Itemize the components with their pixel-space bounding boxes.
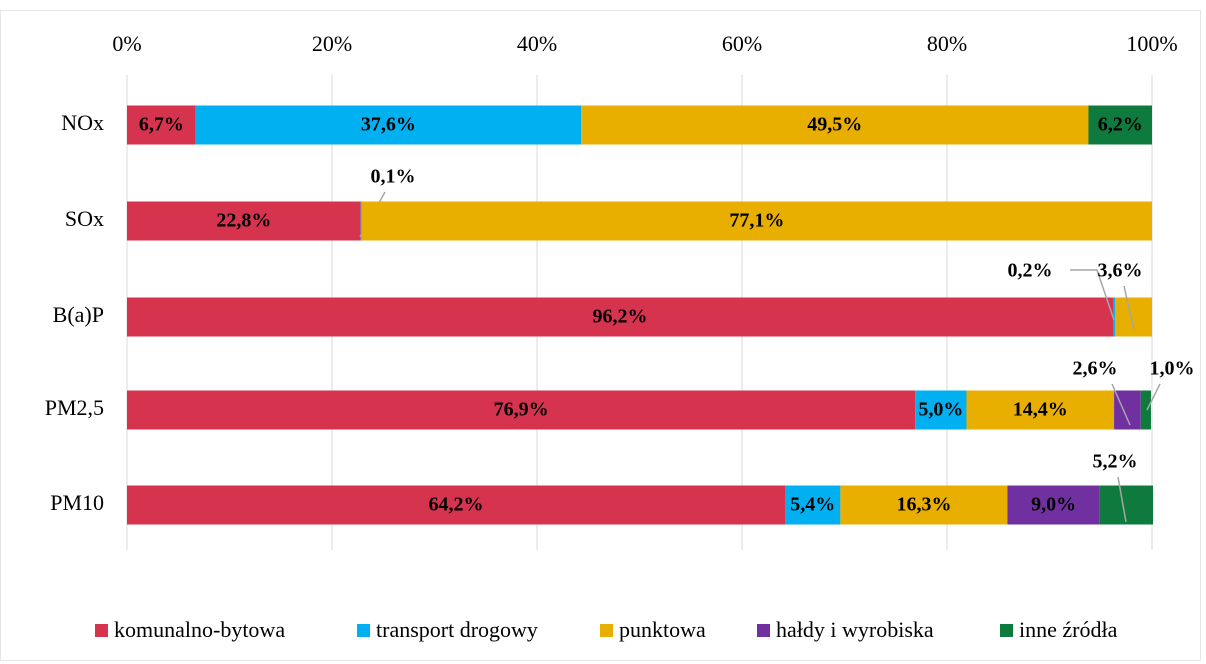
leader-line [1070,269,1115,321]
value-label: 2,6% [1073,358,1118,380]
bar-segment [195,105,582,145]
bar-segment [785,485,841,525]
leader-line [1111,383,1131,426]
legend-swatch [1000,624,1013,637]
x-tick-label: 80% [927,31,967,56]
bar-segment [360,201,362,241]
legend-label: punktowa [619,617,706,642]
value-label: 6,7% [139,114,184,136]
y-tick-label: PM2,5 [45,395,104,420]
x-tick-label: 0% [112,31,141,56]
value-label: 6,2% [1098,114,1143,136]
value-label: 0,2% [1008,260,1053,282]
leader-line [1123,285,1135,331]
bar-segment [127,105,196,145]
value-label: 49,5% [807,114,862,136]
legend-swatch [95,624,108,637]
bar-segment [915,390,967,430]
bar-segment [127,201,361,241]
value-label: 5,2% [1093,451,1138,473]
value-label: 76,9% [494,399,549,421]
bar-segment [1007,485,1100,525]
bar-segment [127,485,786,525]
bar-segment [127,390,916,430]
x-tick-label: 60% [722,31,762,56]
bar-segment [1140,390,1151,430]
y-tick-label: B(a)P [53,302,104,327]
leader-line [1117,476,1127,523]
value-label: 64,2% [429,494,484,516]
value-label: 5,4% [790,494,835,516]
value-label: 22,8% [216,210,271,232]
legend-swatch [600,624,613,637]
y-tick-label: PM10 [50,490,104,515]
frame [0,10,1201,661]
value-label: 14,4% [1013,399,1068,421]
leader-line [1146,383,1161,411]
x-tick-label: 20% [312,31,352,56]
bar-segment [1115,297,1152,337]
value-label: 5,0% [918,399,963,421]
legend-swatch [357,624,370,637]
bar-segment [581,105,1089,145]
value-label: 96,2% [593,306,648,328]
x-tick-label: 40% [517,31,557,56]
value-label: 3,6% [1098,260,1143,282]
y-tick-label: NOx [61,110,104,135]
value-label: 37,6% [361,114,416,136]
bar-segment [127,297,1114,337]
value-label: 0,1% [371,166,416,188]
legend-swatch [757,624,770,637]
bar-segment [361,201,1153,241]
bar-segment [966,390,1115,430]
legend-label: komunalno-bytowa [114,617,285,642]
legend-label: inne źródła [1019,617,1118,642]
legend-label: transport drogowy [376,617,538,642]
bar-segment [1113,297,1116,337]
value-label: 77,1% [729,210,784,232]
legend-label: hałdy i wyrobiska [776,617,934,642]
bar-segment [1088,105,1152,145]
value-label: 1,0% [1150,358,1195,380]
bar-segment [1099,485,1154,525]
bar-segment [840,485,1008,525]
value-label: 9,0% [1031,494,1076,516]
value-label: 16,3% [896,494,951,516]
y-tick-label: SOx [65,206,104,231]
x-tick-label: 100% [1126,31,1177,56]
